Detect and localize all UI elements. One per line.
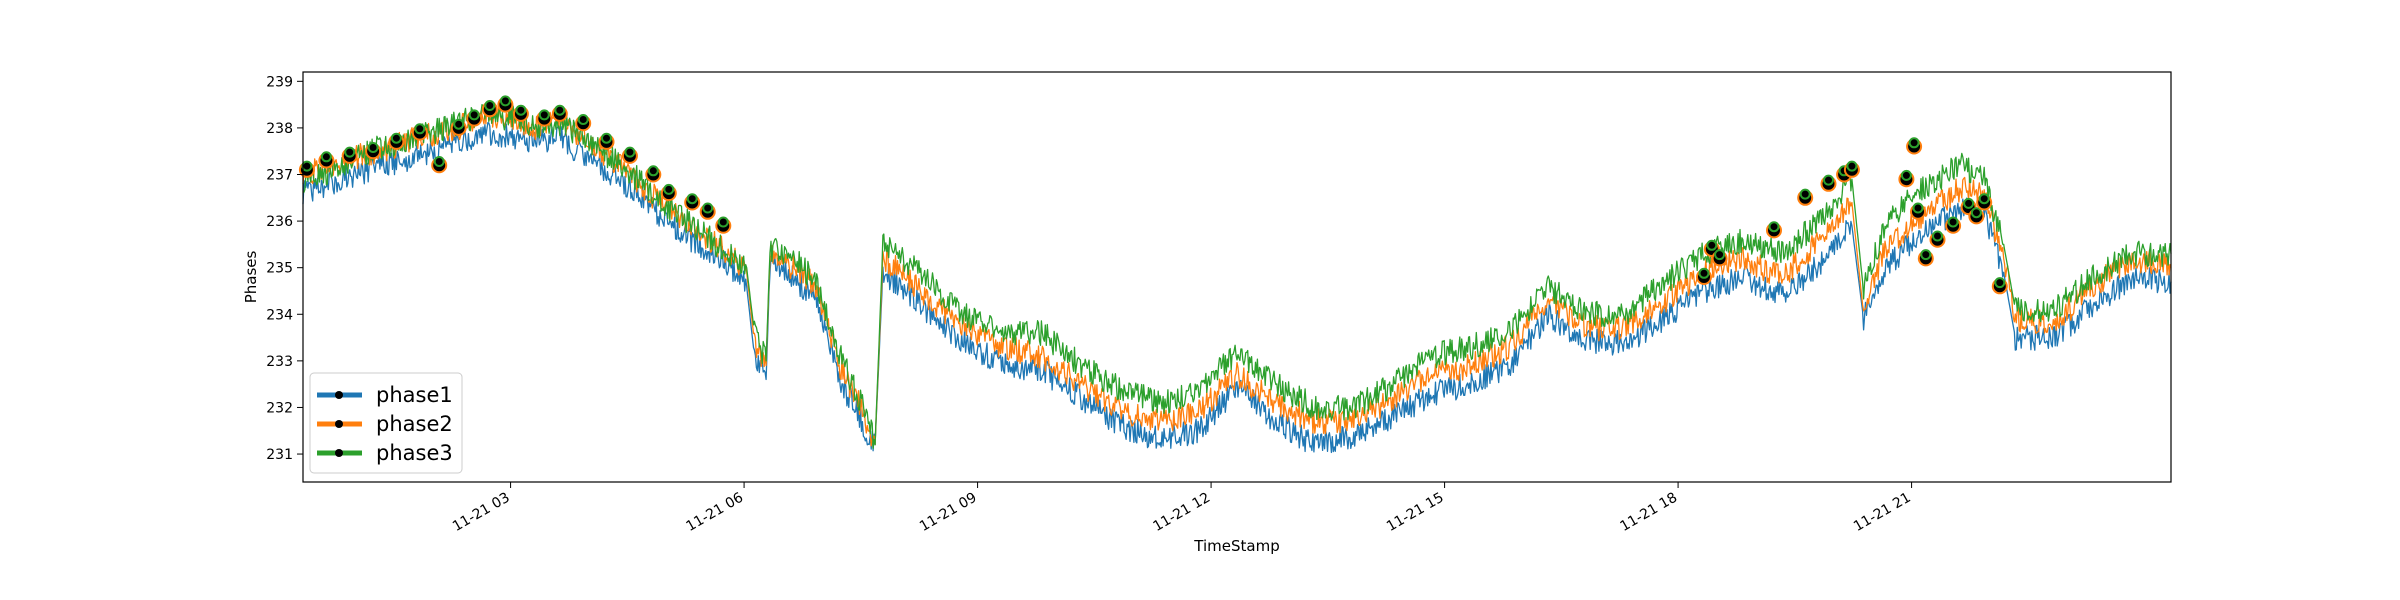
highlight-marker-inner (686, 193, 698, 205)
y-tick-label: 239 (266, 74, 293, 90)
highlight-marker-inner (301, 160, 313, 172)
highlight-marker-inner (601, 132, 612, 144)
series-line-phase2 (302, 102, 2172, 447)
highlight-marker-inner (468, 109, 480, 121)
highlight-marker-inner (344, 146, 356, 158)
highlight-marker-inner (1932, 230, 1943, 242)
highlight-marker-inner (1920, 249, 1932, 261)
highlight-marker-inner (414, 123, 426, 135)
highlight-marker-inner (484, 100, 496, 111)
legend-label-phase1: phase1 (376, 383, 453, 407)
legend-label-phase2: phase2 (376, 412, 453, 436)
highlight-marker-inner (1823, 174, 1834, 186)
highlight-marker-inner (499, 95, 511, 107)
highlight-marker-inner (577, 114, 589, 125)
highlight-marker-inner (554, 104, 566, 116)
highlight-marker-inner (1900, 169, 1912, 181)
highlight-marker-inner (390, 132, 402, 144)
highlight-marker-inner (663, 183, 675, 195)
y-tick-label: 236 (266, 214, 293, 230)
highlight-marker-inner (320, 151, 332, 163)
y-tick-label: 234 (266, 307, 293, 323)
y-tick-label: 233 (266, 354, 293, 370)
highlight-marker-inner (717, 216, 729, 228)
y-axis-title: Phases (242, 251, 260, 304)
highlight-marker-inner (433, 156, 445, 167)
highlight-marker-inner (624, 146, 636, 158)
highlight-marker-inner (1912, 202, 1924, 214)
y-tick-label: 232 (266, 400, 293, 416)
highlight-marker-inner (1698, 267, 1710, 279)
highlight-marker-inner (453, 118, 465, 130)
highlight-marker-inner (702, 202, 714, 214)
highlight-marker-inner (647, 165, 659, 177)
legend: phase1 phase2 phase3 (309, 372, 463, 474)
series-layer (302, 101, 2172, 454)
highlight-marker-inner (1978, 193, 1990, 205)
highlight-marker-inner (515, 104, 527, 116)
x-axis-title: TimeStamp (1193, 537, 1279, 555)
legend-box (309, 372, 463, 474)
highlight-marker-inner (1799, 188, 1811, 200)
legend-marker-phase2 (335, 420, 343, 428)
y-tick-label: 238 (266, 121, 293, 137)
legend-marker-phase3 (335, 449, 343, 457)
highlight-marker-inner (1994, 277, 2006, 289)
highlight-marker-inner (1768, 221, 1780, 233)
highlight-marker-inner (538, 109, 550, 121)
highlight-marker-inner (1947, 216, 1959, 228)
highlight-marker-inner (1970, 207, 1982, 219)
marker-layer (298, 95, 2008, 295)
highlight-marker-inner (1706, 239, 1718, 251)
y-tick-label: 237 (266, 168, 293, 184)
highlight-marker-inner (367, 142, 379, 153)
y-tick-label: 231 (266, 447, 293, 463)
highlight-marker-inner (1908, 137, 1920, 149)
highlight-marker-inner (1963, 197, 1975, 209)
highlight-marker-inner (1714, 249, 1726, 261)
series-line-phase3 (302, 101, 2172, 450)
highlight-marker-inner (1846, 160, 1858, 172)
y-axis: 231 232 233 234 235 236 237 238 239 (266, 74, 303, 463)
legend-marker-phase1 (335, 391, 343, 399)
y-tick-label: 235 (266, 261, 293, 277)
plot-area-frame (302, 71, 2172, 483)
legend-label-phase3: phase3 (376, 441, 453, 465)
